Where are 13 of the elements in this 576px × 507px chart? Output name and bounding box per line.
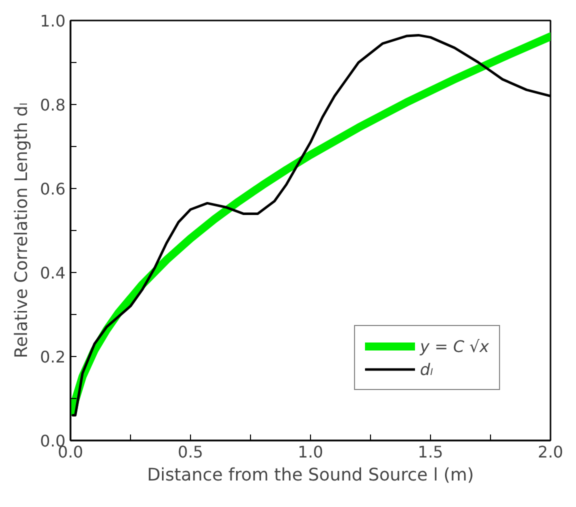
legend-label: dₗ	[420, 360, 434, 378]
x-tick-label: 1.5	[418, 442, 444, 462]
y-tick-label: 0.2	[40, 348, 66, 366]
x-tick-label: 2.0	[538, 442, 564, 462]
x-axis-title: Distance from the Sound Source l (m)	[147, 466, 474, 486]
y-tick-label: 1.0	[40, 12, 66, 30]
y-tick-label: 0.8	[40, 96, 66, 114]
y-tick-label: 0.4	[40, 264, 66, 282]
x-tick-label: 0.5	[178, 442, 204, 462]
y-axis-title: Relative Correlation Length dₗ	[12, 102, 32, 358]
legend-label: y = C √x	[420, 336, 489, 356]
y-tick-label: 0.6	[40, 180, 66, 198]
x-tick-label: 1.0	[298, 442, 324, 462]
